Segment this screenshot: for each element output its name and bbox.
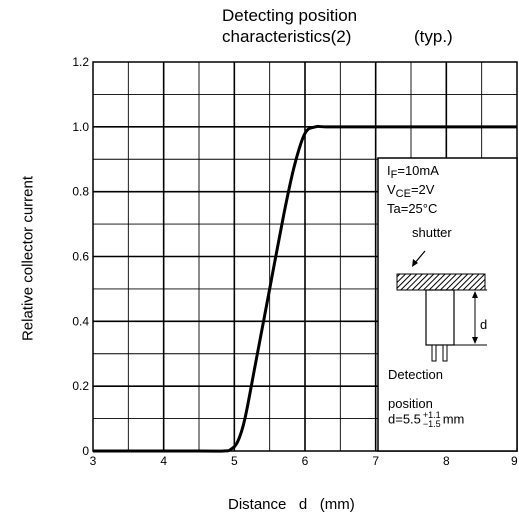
vce-value: =2V: [410, 182, 435, 197]
x-tick-label: 3: [90, 454, 97, 468]
inset-detection-label: Detection: [388, 367, 443, 382]
inset-formula: d=5.5 +1.1 −1.5 mm: [388, 411, 464, 429]
inset-diagram: [377, 157, 518, 452]
dimension-arrow-down: [472, 337, 478, 344]
vce-sub: CE: [395, 188, 411, 200]
inset-vce-condition: VCE=2V: [387, 182, 435, 200]
formula-unit: mm: [442, 411, 465, 427]
y-tick-label: 1.0: [72, 120, 89, 134]
y-tick-label: 0.8: [72, 185, 89, 199]
y-tick-label: 0.6: [72, 250, 89, 264]
sensor-pin-left: [431, 344, 437, 362]
inset-if-condition: IF=10mA: [387, 163, 439, 181]
shutter-icon: [396, 273, 486, 291]
chart-title-line1: Detecting position: [222, 6, 358, 25]
vce-label: V: [387, 182, 396, 197]
series-line: [92, 124, 517, 453]
sensor-icon: [425, 289, 455, 346]
chart-title-line2: characteristics(2): [222, 27, 352, 46]
x-tick-label: 6: [302, 454, 309, 468]
formula-tolerance: +1.1 −1.5: [423, 411, 441, 429]
inset-position-label: position: [388, 396, 433, 411]
if-value: =10mA: [397, 163, 439, 178]
if-label: I: [387, 163, 391, 178]
y-axis-label: Relative collector current: [19, 175, 37, 342]
x-tick-label: 9: [511, 454, 518, 468]
dimension-arrow-up: [472, 291, 478, 298]
x-tick-label: 5: [231, 454, 238, 468]
shutter-arrow-head: [412, 259, 418, 267]
y-tick-label: 0: [82, 444, 89, 458]
x-tick-label: 7: [372, 454, 379, 468]
y-tick-label: 0.4: [72, 314, 89, 328]
inset-shutter-label: shutter: [412, 225, 452, 240]
x-tick-label: 8: [443, 454, 450, 468]
tick-labels: 3 4 5 6 7 8 9 0 0.2 0.4 0.6 0.8 1.0 1.2: [72, 55, 518, 468]
x-axis-label: Distance d (mm): [228, 496, 355, 513]
formula-prefix: d=5.5: [388, 411, 421, 427]
chart-title-note: (typ.): [414, 27, 453, 46]
formula-sub: −1.5: [422, 419, 441, 429]
inset-d-label: d: [480, 317, 488, 332]
x-tick-label: 4: [160, 454, 167, 468]
sensor-pin-right: [442, 344, 448, 362]
formula-sup: +1.1: [422, 410, 441, 420]
inset-ta-condition: Ta=25°C: [387, 201, 438, 216]
y-tick-label: 0.2: [72, 379, 89, 393]
y-tick-label: 1.2: [72, 55, 89, 69]
if-sub: F: [390, 169, 398, 181]
